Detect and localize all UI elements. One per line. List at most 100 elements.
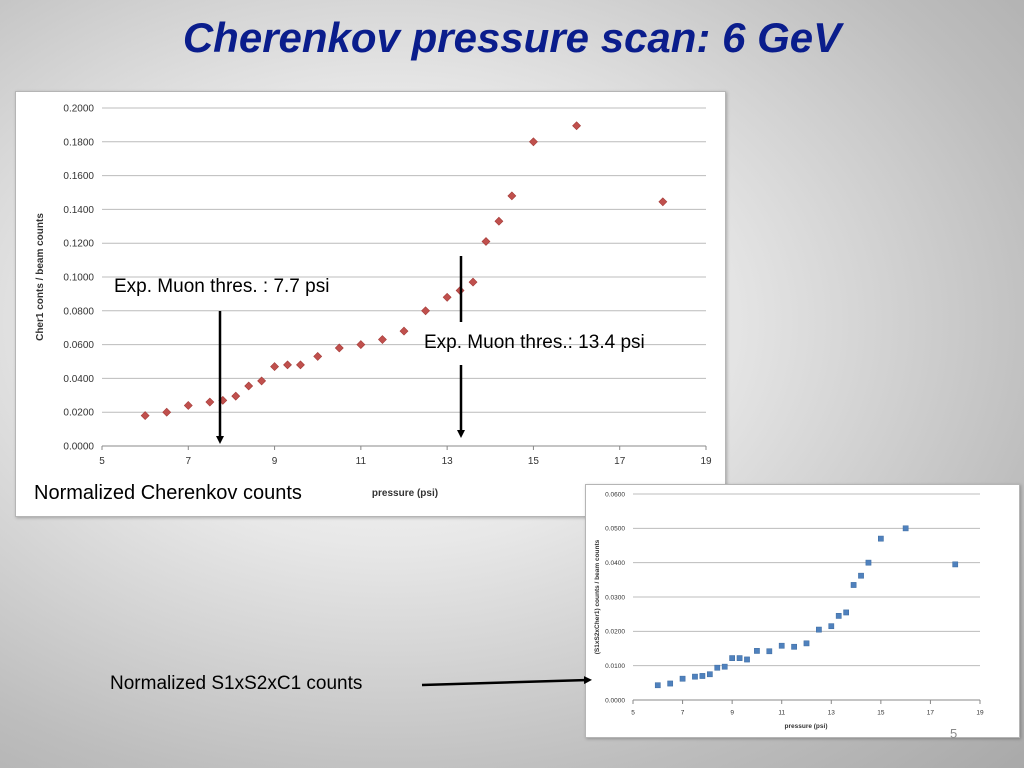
data-point: [183, 401, 193, 410]
data-point: [721, 663, 728, 670]
x-tick-label: 13: [828, 710, 836, 717]
x-tick-label: 17: [927, 710, 935, 717]
x-tick-label: 13: [442, 456, 454, 467]
y-tick-label: 0.2000: [63, 104, 94, 115]
page-number: 5: [950, 726, 958, 741]
x-axis-label: pressure (psi): [785, 723, 828, 730]
data-point: [140, 411, 150, 421]
x-tick-label: 9: [272, 456, 278, 467]
data-point: [572, 121, 581, 131]
cherenkov-chart: 0.0000 0.0200 0.0400 0.0600 0.0800 0.1000 0.12…: [35, 104, 712, 500]
data-point: [816, 626, 822, 633]
x-tick-label: 5: [631, 710, 635, 717]
data-point: [878, 535, 884, 542]
y-tick-label: 0.0400: [63, 374, 94, 385]
y-tick-label: 0.0000: [605, 697, 625, 704]
data-point: [828, 623, 835, 630]
data-point: [791, 643, 797, 650]
data-point: [736, 655, 743, 661]
data-point: [481, 237, 491, 246]
data-point: [205, 397, 215, 407]
data-point: [952, 561, 959, 568]
data-point: [865, 559, 872, 566]
y-tick-label: 0.0300: [605, 594, 625, 601]
x-tick-label: 19: [700, 456, 712, 467]
y-tick-label: 0.0800: [63, 306, 94, 317]
data-point: [729, 655, 735, 661]
data-point: [658, 197, 668, 207]
data-point: [714, 664, 721, 671]
y-tick-label: 0.1400: [63, 205, 94, 216]
x-tick-label: 7: [681, 710, 685, 717]
annotation-high-threshold: Exp. Muon thres.: 13.4 psi: [424, 332, 645, 353]
data-point: [843, 609, 850, 616]
y-tick-label: 0.0600: [605, 491, 625, 498]
caption-s1s2c1-counts: Normalized S1xS2xC1 counts: [110, 673, 363, 694]
data-point: [692, 673, 698, 680]
y-tick-label: 0.0600: [63, 340, 94, 351]
data-point: [507, 191, 517, 201]
data-point: [667, 680, 674, 687]
y-tick-label: 0.1600: [63, 171, 94, 182]
x-tick-label: 5: [99, 456, 105, 467]
y-tick-label: 0.1000: [63, 273, 94, 284]
annotation-low-threshold: Exp. Muon thres. : 7.7 psi: [114, 276, 330, 297]
y-tick-label: 0.1800: [63, 137, 94, 148]
data-point: [296, 360, 305, 370]
data-point: [754, 648, 760, 654]
x-tick-label: 15: [877, 710, 885, 717]
data-point: [378, 335, 387, 344]
data-point: [654, 682, 661, 689]
y-tick-label: 0.0400: [605, 560, 625, 567]
data-point: [744, 656, 750, 663]
data-point: [399, 326, 409, 336]
slide-title: Cherenkov pressure scan: 6 GeV: [182, 14, 842, 61]
data-point: [270, 362, 279, 371]
data-point: [313, 352, 323, 361]
arrow-to-secondary-chart: [421, 676, 592, 687]
x-tick-label: 11: [356, 456, 367, 467]
y-axis-label: Cher1 conts / beam counts: [35, 213, 46, 341]
x-tick-label: 7: [186, 456, 192, 467]
data-point: [257, 376, 267, 386]
data-point: [283, 360, 292, 370]
y-tick-label: 0.0000: [63, 442, 94, 453]
data-point: [902, 525, 909, 532]
y-tick-label: 0.0200: [605, 629, 625, 636]
data-point: [850, 582, 857, 588]
data-point: [679, 675, 686, 682]
x-tick-label: 15: [528, 456, 540, 467]
data-point: [334, 343, 344, 353]
data-point: [835, 613, 842, 619]
x-tick-label: 17: [614, 456, 626, 467]
data-point: [494, 216, 504, 226]
data-point: [778, 642, 785, 649]
data-point: [529, 137, 538, 147]
y-tick-label: 0.0100: [605, 663, 625, 670]
data-point: [356, 340, 366, 350]
caption-cherenkov-counts: Normalized Cherenkov counts: [34, 482, 302, 504]
x-tick-label: 19: [976, 710, 984, 717]
data-point: [442, 292, 452, 302]
data-point: [162, 407, 172, 417]
data-point: [468, 277, 478, 287]
s1s2c1-chart-panel: 0.0000 0.0100 0.0200 0.0300 0.0400 0.0500 0.06…: [585, 484, 1020, 738]
cherenkov-chart-panel: 0.0000 0.0200 0.0400 0.0600 0.0800 0.1000 0.12…: [15, 91, 726, 517]
data-point: [803, 640, 810, 647]
y-tick-label: 0.0500: [605, 526, 625, 533]
s1s2c1-chart: 0.0000 0.0100 0.0200 0.0300 0.0400 0.0500 0.06…: [594, 491, 984, 730]
y-tick-label: 0.1200: [63, 239, 94, 250]
data-point: [231, 391, 241, 401]
data-point: [699, 673, 706, 679]
data-point: [706, 671, 713, 678]
x-axis-label: pressure (psi): [372, 488, 438, 499]
y-tick-label: 0.0200: [63, 408, 94, 419]
x-tick-label: 9: [730, 710, 734, 717]
data-point: [244, 381, 254, 391]
x-tick-label: 11: [778, 710, 785, 717]
data-point: [858, 572, 864, 579]
data-point: [421, 306, 430, 316]
data-point: [766, 648, 773, 655]
y-axis-label: (S1xS2xCher1) counts / beam counts: [594, 539, 601, 654]
